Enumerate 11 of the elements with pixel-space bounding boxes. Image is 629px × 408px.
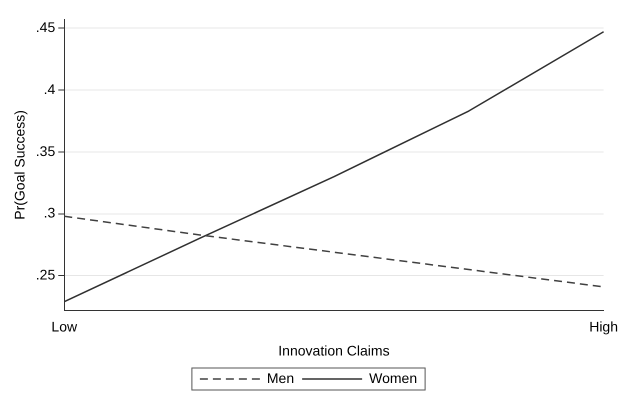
- y-tick-label: .3: [44, 204, 56, 221]
- legend-label: Women: [369, 370, 418, 386]
- x-axis-title: Innovation Claims: [278, 342, 390, 358]
- legend-label: Men: [266, 370, 294, 386]
- x-tick-label: Low: [51, 318, 78, 335]
- x-tick-label: High: [589, 318, 618, 335]
- y-tick-label: .35: [36, 142, 56, 159]
- y-axis-title: Pr(Goal Success): [11, 110, 28, 220]
- y-tick-label: .25: [36, 266, 56, 283]
- y-tick-label: .4: [44, 80, 56, 97]
- y-tick-label: .45: [36, 18, 56, 35]
